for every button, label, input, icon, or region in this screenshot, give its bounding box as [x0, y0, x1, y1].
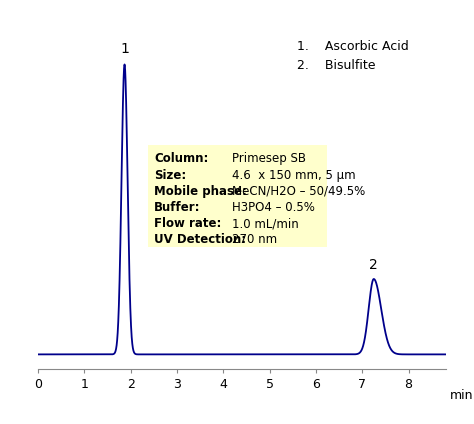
FancyBboxPatch shape: [148, 145, 328, 247]
Text: UV Detection:: UV Detection:: [154, 233, 246, 246]
Text: 270 nm: 270 nm: [231, 233, 277, 246]
Text: Column:: Column:: [154, 153, 209, 165]
Text: Mobile phase:: Mobile phase:: [154, 185, 247, 198]
Text: 4.6  x 150 mm, 5 μm: 4.6 x 150 mm, 5 μm: [231, 169, 355, 181]
Text: 2: 2: [369, 258, 378, 272]
Text: Primesep SB: Primesep SB: [231, 153, 306, 165]
Text: Flow rate:: Flow rate:: [154, 217, 221, 230]
X-axis label: min: min: [450, 389, 474, 402]
Text: MeCN/H2O – 50/49.5%: MeCN/H2O – 50/49.5%: [231, 185, 365, 198]
Text: 1: 1: [120, 42, 129, 56]
Text: Size:: Size:: [154, 169, 186, 181]
Text: 1.0 mL/min: 1.0 mL/min: [231, 217, 298, 230]
Text: H3PO4 – 0.5%: H3PO4 – 0.5%: [231, 201, 314, 214]
Text: Buffer:: Buffer:: [154, 201, 201, 214]
Text: 1.    Ascorbic Acid
2.    Bisulfite: 1. Ascorbic Acid 2. Bisulfite: [297, 40, 409, 72]
